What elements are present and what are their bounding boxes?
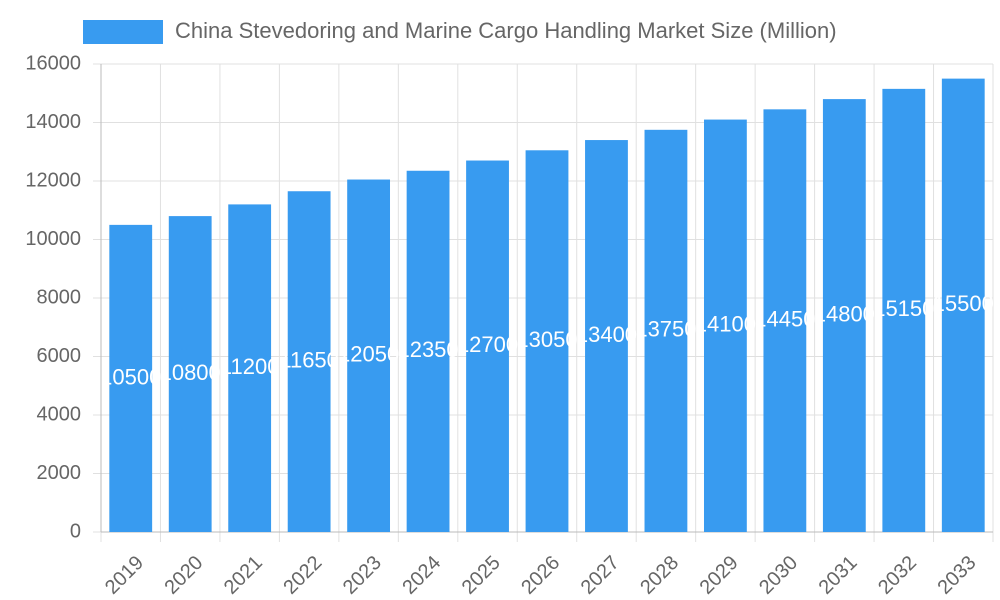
y-tick-label: 0	[70, 520, 81, 542]
data-label: 13750	[635, 317, 696, 342]
data-label: 14450	[754, 306, 815, 331]
legend-label: China Stevedoring and Marine Cargo Handl…	[175, 18, 837, 43]
data-label: 15150	[873, 296, 934, 321]
x-tick-label: 2024	[398, 552, 445, 599]
bar	[287, 191, 331, 533]
data-label: 15500	[933, 291, 994, 316]
data-label: 10500	[100, 364, 161, 389]
bar	[941, 78, 985, 532]
bar	[763, 109, 807, 533]
bar	[168, 216, 212, 532]
y-tick-label: 4000	[37, 403, 82, 425]
x-tick-label: 2028	[636, 552, 683, 599]
bar	[228, 204, 272, 532]
y-tick-label: 14000	[25, 111, 81, 133]
bar	[406, 170, 450, 532]
data-label: 14100	[695, 312, 756, 337]
data-label: 10800	[160, 360, 221, 385]
y-tick-label: 2000	[37, 462, 82, 484]
x-tick-label: 2032	[874, 552, 921, 599]
legend-swatch	[83, 20, 163, 44]
x-tick-label: 2030	[755, 552, 802, 599]
y-tick-label: 8000	[37, 286, 82, 308]
x-tick-label: 2031	[815, 552, 862, 599]
x-tick-label: 2022	[279, 552, 326, 599]
x-tick-label: 2033	[934, 552, 981, 599]
data-label: 12350	[397, 337, 458, 362]
bar	[525, 150, 569, 532]
bar	[644, 129, 688, 532]
x-tick-label: 2027	[577, 552, 624, 599]
bar	[703, 119, 747, 532]
y-tick-label: 12000	[25, 169, 81, 191]
x-tick-label: 2021	[220, 552, 267, 599]
y-tick-label: 6000	[37, 345, 82, 367]
data-label: 12700	[457, 332, 518, 357]
bar	[585, 140, 628, 533]
data-label: 14800	[814, 301, 875, 326]
x-tick-label: 2020	[160, 552, 207, 599]
y-tick-label: 16000	[25, 52, 81, 74]
data-label: 13050	[516, 327, 577, 352]
data-label: 11200	[220, 354, 280, 379]
y-tick-label: 10000	[25, 228, 81, 250]
x-tick-label: 2019	[101, 552, 148, 599]
data-label: 13400	[576, 322, 637, 347]
x-tick-label: 2029	[696, 552, 743, 599]
bar	[347, 179, 391, 532]
bar	[882, 88, 926, 533]
bar	[466, 160, 509, 532]
x-tick-label: 2023	[339, 552, 386, 599]
data-label: 12050	[338, 342, 399, 367]
data-label: 11650	[279, 347, 339, 372]
x-tick-label: 2025	[458, 552, 505, 599]
bar	[109, 224, 153, 532]
bar	[822, 99, 866, 532]
x-tick-label: 2026	[517, 552, 564, 599]
